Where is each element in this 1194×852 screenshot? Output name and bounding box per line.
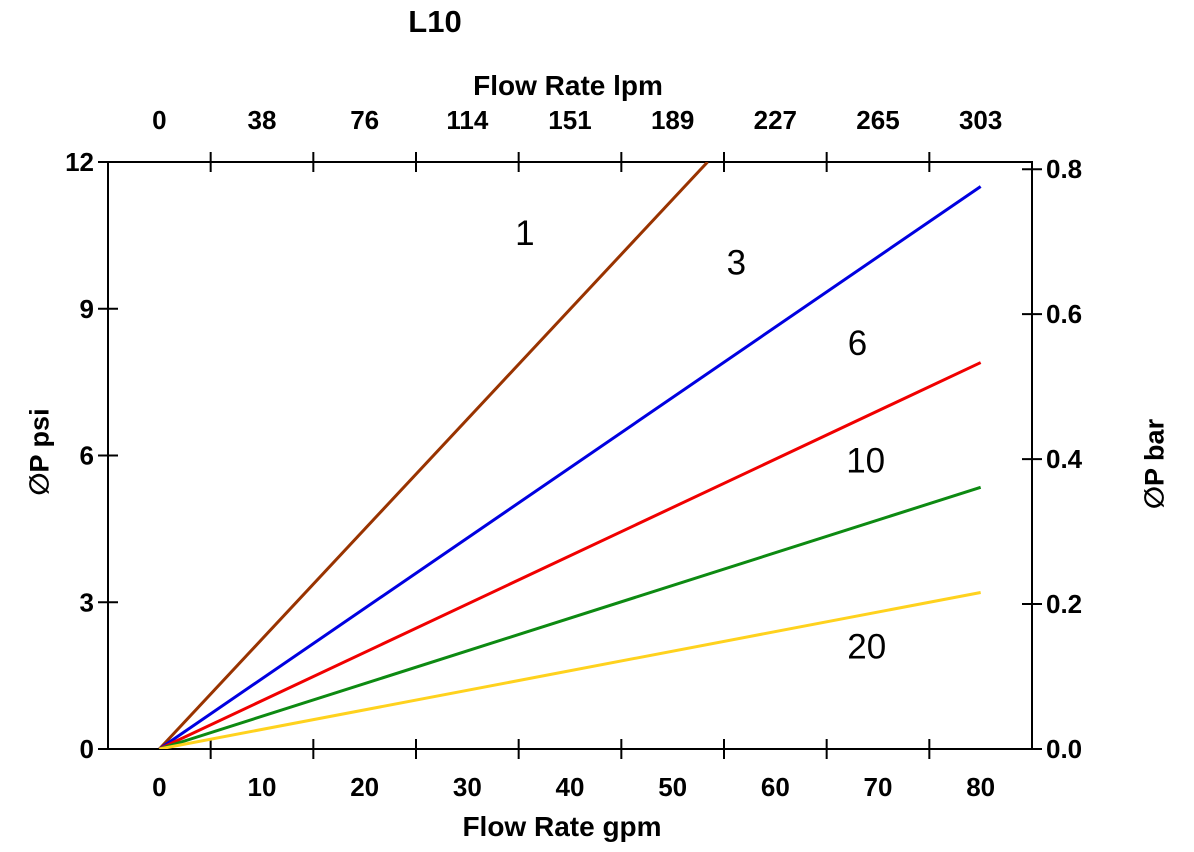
series-label-6: 6	[848, 324, 867, 363]
top-tick-label: 265	[856, 105, 899, 135]
bottom-tick-label: 0	[152, 772, 166, 802]
axis-frame	[107, 161, 1033, 750]
bottom-tick-label: 30	[453, 772, 482, 802]
top-tick-label: 189	[651, 105, 694, 135]
top-tick-label: 38	[248, 105, 277, 135]
left-tick-label: 12	[65, 147, 94, 177]
bottom-tick-label: 50	[658, 772, 687, 802]
series-line-10	[158, 485, 982, 749]
left-tick-label: 6	[80, 441, 94, 471]
top-axis-title: Flow Rate lpm	[473, 70, 663, 101]
bottom-tick-label: 40	[556, 772, 585, 802]
right-tick-label: 0.2	[1046, 589, 1082, 619]
left-tick-label: 9	[80, 294, 94, 324]
chart-title: L10	[408, 4, 462, 39]
bottom-axis-title: Flow Rate gpm	[462, 811, 662, 842]
series-label-1: 1	[515, 214, 534, 253]
series-label-10: 10	[846, 441, 885, 480]
series-label-20: 20	[847, 627, 886, 666]
top-tick-label: 151	[548, 105, 591, 135]
right-tick-label: 0.0	[1046, 734, 1082, 764]
right-tick-label: 0.8	[1046, 154, 1082, 184]
top-tick-label: 76	[350, 105, 379, 135]
bottom-tick-label: 80	[966, 772, 995, 802]
series-line-1	[158, 162, 709, 749]
bottom-tick-label: 10	[248, 772, 277, 802]
left-tick-label: 3	[80, 587, 94, 617]
right-tick-label: 0.4	[1046, 444, 1083, 474]
left-tick-label: 0	[80, 734, 94, 764]
top-tick-label: 227	[754, 105, 797, 135]
bottom-tick-label: 60	[761, 772, 790, 802]
series-line-3	[158, 185, 982, 749]
right-tick-label: 0.6	[1046, 299, 1082, 329]
top-tick-label: 0	[152, 105, 166, 135]
series-line-6	[158, 361, 982, 749]
top-tick-label: 303	[959, 105, 1002, 135]
series-label-3: 3	[727, 243, 746, 282]
series-line-20	[159, 590, 981, 749]
bottom-tick-label: 20	[350, 772, 379, 802]
bottom-tick-label: 70	[864, 772, 893, 802]
top-tick-label: 114	[446, 105, 488, 135]
